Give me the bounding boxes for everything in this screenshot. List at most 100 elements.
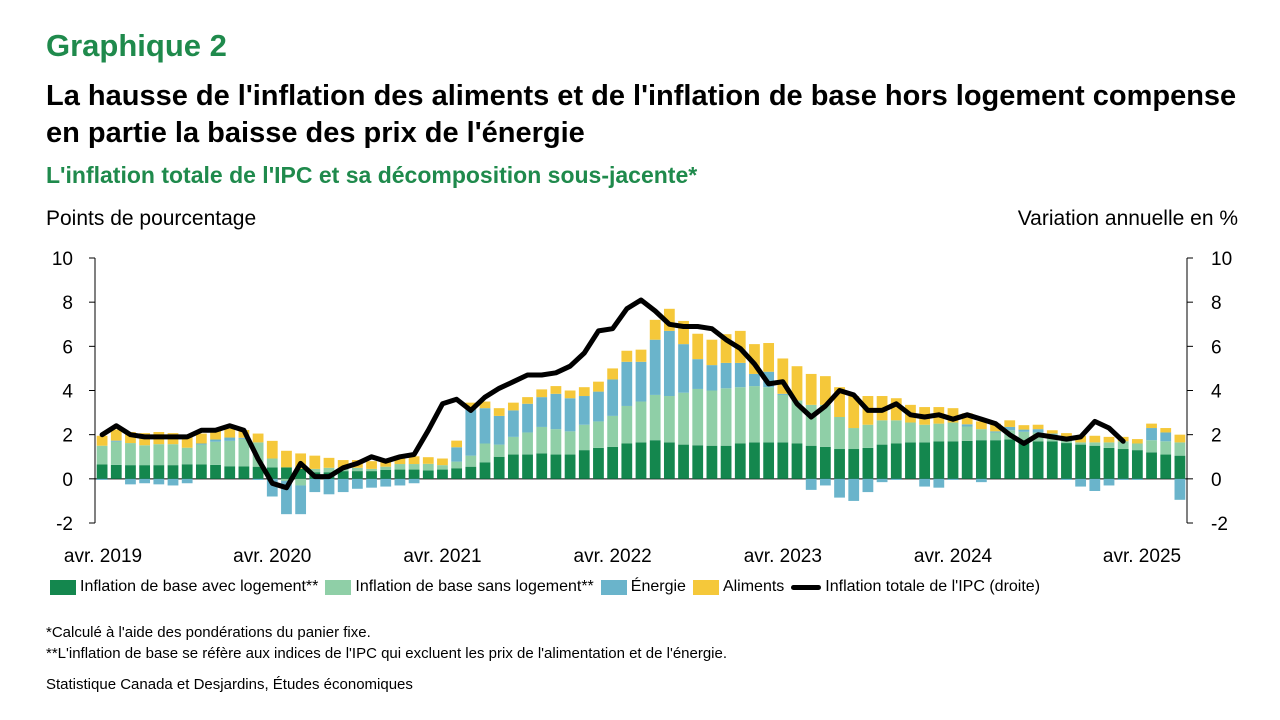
bar-food — [1174, 434, 1186, 443]
bar-food — [777, 358, 789, 394]
bar-core-with-housing — [791, 443, 803, 479]
bar-energy — [990, 431, 1001, 433]
chart-number: Graphique 2 — [46, 28, 227, 63]
bar-core-with-housing — [210, 464, 221, 479]
bar-food — [1004, 420, 1016, 427]
bar-core-without-housing — [663, 396, 675, 443]
bar-food — [195, 433, 207, 444]
bar-energy — [635, 361, 647, 402]
legend-label-core-without-housing: Inflation de base sans logement** — [355, 578, 594, 595]
bar-core-without-housing — [1117, 441, 1129, 450]
bar-food — [181, 435, 193, 448]
bar-energy — [125, 478, 136, 485]
right-tick-label: -2 — [1211, 514, 1228, 535]
bar-core-without-housing — [749, 386, 760, 443]
bar-food — [678, 320, 689, 345]
bar-core-with-housing — [1004, 439, 1016, 479]
chart-title: La hausse de l'inflation des aliments et… — [46, 80, 1237, 149]
bar-core-without-housing — [1146, 440, 1157, 453]
legend-label-energy: Énergie — [630, 578, 686, 595]
bar-core-without-housing — [961, 426, 973, 441]
bar-food — [266, 440, 278, 459]
bar-core-with-housing — [1018, 440, 1030, 479]
bar-energy — [1131, 478, 1143, 480]
bar-core-without-housing — [876, 420, 888, 445]
bar-energy — [153, 478, 165, 485]
bar-core-without-housing — [720, 388, 732, 446]
bar-energy — [848, 478, 860, 501]
bar-food — [749, 344, 760, 374]
bar-energy — [139, 478, 151, 484]
bar-food — [635, 349, 647, 362]
bar-energy — [649, 339, 661, 395]
bar-food — [763, 343, 775, 372]
bar-core-with-housing — [281, 467, 292, 479]
bar-food — [1131, 439, 1143, 444]
footnote-2: **L'inflation de base se réfère aux indi… — [46, 645, 728, 662]
bar-core-with-housing — [167, 465, 179, 479]
bar-food — [961, 413, 973, 425]
legend-label-total: Inflation totale de l'IPC (droite) — [825, 578, 1041, 595]
bar-core-without-housing — [451, 461, 463, 469]
bar-energy — [522, 403, 533, 433]
bar-energy — [507, 410, 519, 437]
bar-energy — [266, 478, 278, 497]
bar-core-with-housing — [905, 442, 916, 479]
left-tick-label: 8 — [62, 293, 73, 314]
bar-food — [720, 334, 732, 363]
bar-food — [522, 397, 533, 404]
bar-energy — [763, 371, 775, 388]
bar-food — [578, 387, 590, 397]
bar-food — [507, 402, 519, 411]
bar-energy — [975, 478, 987, 483]
bar-core-with-housing — [862, 447, 874, 479]
bar-core-with-housing — [479, 462, 491, 479]
bar-core-without-housing — [862, 424, 874, 448]
bar-core-without-housing — [933, 423, 945, 442]
bar-core-with-housing — [408, 469, 420, 479]
bar-energy — [706, 365, 718, 391]
bar-core-without-housing — [550, 429, 562, 455]
line-total-cpi — [99, 297, 1126, 491]
bar-food — [834, 387, 845, 417]
right-tick-label: 2 — [1211, 426, 1222, 447]
bar-core-without-housing — [295, 478, 307, 486]
legend-item-core-without-housing: Inflation de base sans logement** — [325, 578, 594, 596]
bar-core-without-housing — [890, 420, 902, 444]
bar-energy — [819, 478, 831, 486]
bar-food — [663, 308, 675, 331]
bar-energy — [876, 478, 888, 483]
bar-core-without-housing — [437, 465, 448, 470]
bar-energy — [181, 478, 193, 484]
bar-energy — [394, 478, 406, 486]
bar-core-with-housing — [1061, 443, 1072, 479]
bar-food — [649, 319, 661, 340]
bar-food — [819, 376, 831, 405]
bar-core-without-housing — [1089, 442, 1101, 446]
bar-core-without-housing — [522, 432, 533, 455]
bar-core-with-housing — [451, 468, 463, 479]
bar-energy — [593, 391, 604, 422]
bar-food — [621, 350, 633, 362]
bar-core-with-housing — [536, 453, 548, 479]
bar-core-with-housing — [380, 470, 392, 479]
legend-item-food: Aliments — [692, 578, 785, 596]
x-tick-label: avr. 2021 — [403, 546, 481, 567]
bar-core-with-housing — [422, 470, 434, 479]
bar-food — [1032, 424, 1044, 430]
bar-core-without-housing — [834, 417, 845, 450]
bar-energy — [1160, 432, 1172, 442]
bar-energy — [1117, 478, 1129, 480]
bar-energy — [1018, 429, 1030, 432]
legend-label-food: Aliments — [722, 578, 785, 595]
bar-core-with-housing — [990, 440, 1001, 479]
bar-food — [706, 339, 718, 366]
bar-core-with-housing — [635, 442, 647, 479]
bar-core-without-housing — [975, 429, 987, 441]
bar-core-without-housing — [479, 443, 491, 463]
bar-food — [451, 440, 463, 448]
bar-energy — [621, 361, 633, 406]
bar-core-without-housing — [366, 468, 377, 472]
bar-core-with-housing — [593, 447, 604, 479]
left-axis-title: Points de pourcentage — [46, 207, 257, 230]
